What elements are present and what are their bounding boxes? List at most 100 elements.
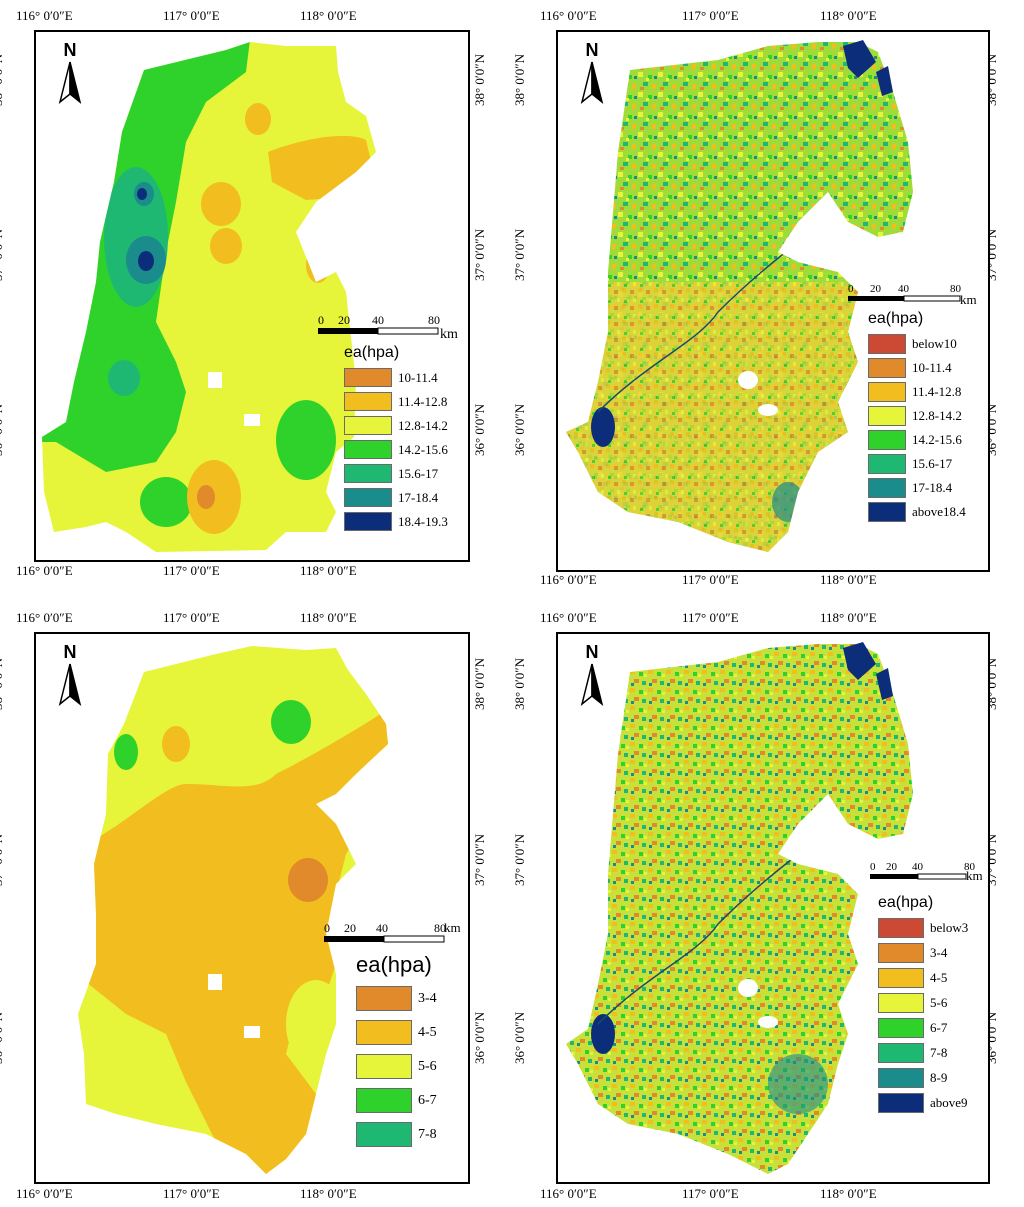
legend-item: below3 (878, 918, 968, 938)
north-arrow-icon: N (58, 642, 82, 706)
legend-item: 10-11.4 (344, 368, 448, 387)
y-tick-label: 37° 0′0″N (472, 228, 488, 282)
legend-label: 10-11.4 (398, 369, 438, 385)
scale-label: 0 (870, 861, 876, 873)
legend-swatch (868, 334, 906, 354)
legend-title: ea(hpa) (868, 310, 924, 327)
legend-item: 18.4-19.3 (344, 512, 448, 531)
y-tick-label: 36° 0′0″N (472, 1011, 488, 1065)
legend-items: 10-11.4 11.4-12.8 12.8-14.2 14.2-15.6 15.6-1… (344, 368, 448, 531)
scale-label: 80 (950, 283, 962, 295)
legend-label: 8-9 (930, 1070, 948, 1085)
legend: ea(hpa) below3 3-4 4-5 5-6 6-7 7-8 8-9 above9 (878, 894, 968, 1118)
legend-swatch (356, 1122, 412, 1147)
legend-item: 3-4 (878, 943, 968, 963)
scale-label: 20 (338, 313, 350, 327)
retrieved-vapor-pressure-map (566, 40, 913, 552)
north-label: N (586, 40, 599, 60)
y-tick-label: 37° 0′0″N (512, 833, 528, 887)
legend-swatch (868, 454, 906, 474)
legend-swatch (878, 918, 924, 938)
y-tick-label: 37° 0′0″N (0, 228, 6, 282)
x-tick-label: 118° 0′0″E (300, 610, 357, 625)
legend-swatch (878, 968, 924, 988)
legend-label: 6-7 (930, 1020, 948, 1035)
legend-item: 3-4 (356, 986, 437, 1011)
legend-label: 12.8-14.2 (912, 408, 962, 423)
y-tick-label: 37° 0′0″N (472, 833, 488, 887)
scale-label: 0 (318, 313, 324, 327)
x-tick-label: 116° 0′0″E (540, 8, 597, 23)
legend-item: 4-5 (356, 1020, 437, 1045)
x-tick-label: 117° 0′0″E (682, 572, 739, 587)
x-tick-label: 118° 0′0″E (300, 563, 357, 578)
legend-item: 5-6 (356, 1054, 437, 1079)
north-label: N (586, 642, 599, 662)
legend-label: 7-8 (418, 1126, 437, 1142)
legend-swatch (868, 430, 906, 450)
legend-item: 14.2-15.6 (868, 430, 966, 450)
legend-item: 7-8 (878, 1043, 968, 1063)
north-label: N (64, 642, 77, 662)
scale-label: 20 (870, 283, 882, 295)
legend-label: 11.4-12.8 (912, 384, 962, 399)
legend-swatch (344, 440, 392, 459)
scale-label: 80 (428, 313, 440, 327)
x-tick-label: 118° 0′0″E (820, 572, 877, 587)
y-tick-label: 38° 0′0″N (472, 657, 488, 711)
legend-swatch (878, 943, 924, 963)
legend-swatch (868, 382, 906, 402)
x-tick-label: 116° 0′0″E (16, 1186, 73, 1201)
legend-swatch (868, 406, 906, 426)
legend-item: above9 (878, 1093, 968, 1113)
legend-swatch (344, 464, 392, 483)
y-tick-label: 38° 0′0″N (512, 53, 528, 107)
legend-item: 12.8-14.2 (344, 416, 448, 435)
scale-unit: km (440, 327, 458, 342)
x-tick-label: 116° 0′0″E (16, 563, 73, 578)
x-tick-label: 118° 0′0″E (820, 8, 877, 23)
y-tick-label: 38° 0′0″N (0, 53, 6, 107)
legend-label: above9 (930, 1095, 968, 1110)
scale-unit: km (966, 868, 983, 883)
map-frame: N 0 20 40 80 km ea(hpa) below10 10-11.4 11… (556, 30, 990, 572)
legend-item: 10-11.4 (868, 358, 966, 378)
legend-items: below10 10-11.4 11.4-12.8 12.8-14.2 14.2-15.… (868, 334, 966, 522)
x-tick-label: 118° 0′0″E (820, 1186, 877, 1201)
x-tick-label: 117° 0′0″E (682, 8, 739, 23)
north-arrow-icon: N (580, 642, 604, 706)
legend-swatch (878, 1068, 924, 1088)
y-tick-label: 36° 0′0″N (0, 1011, 6, 1065)
legend-label: 3-4 (930, 945, 948, 960)
legend-label: 7-8 (930, 1045, 948, 1060)
x-tick-label: 117° 0′0″E (163, 563, 220, 578)
legend-label: 14.2-15.6 (398, 441, 448, 457)
y-tick-label: 38° 0′0″N (472, 53, 488, 107)
legend-swatch (868, 478, 906, 498)
legend: ea(hpa) 10-11.4 11.4-12.8 12.8-14.2 14.2-15… (344, 344, 448, 536)
legend-item: 7-8 (356, 1122, 437, 1147)
legend-label: below10 (912, 336, 957, 351)
legend-item: 12.8-14.2 (868, 406, 966, 426)
x-tick-label: 117° 0′0″E (682, 1186, 739, 1201)
legend-label: 18.4-19.3 (398, 513, 448, 529)
scale-label: 40 (898, 283, 910, 295)
y-tick-label: 36° 0′0″N (512, 403, 528, 457)
legend-items: below3 3-4 4-5 5-6 6-7 7-8 8-9 above9 (878, 918, 968, 1113)
x-tick-label: 117° 0′0″E (682, 610, 739, 625)
legend-label: 15.6-17 (912, 456, 953, 471)
legend: ea(hpa) below10 10-11.4 11.4-12.8 12.8-14.2… (868, 310, 966, 526)
x-tick-label: 116° 0′0″E (540, 610, 597, 625)
legend: ea(hpa) 3-4 4-5 5-6 6-7 7-8 (356, 952, 437, 1156)
scale-label: 40 (912, 861, 924, 873)
scale-label: 20 (886, 861, 898, 873)
y-tick-label: 38° 0′0″N (0, 657, 6, 711)
y-tick-label: 36° 0′0″N (0, 403, 6, 457)
legend-label: 12.8-14.2 (398, 417, 448, 433)
legend-title: ea(hpa) (356, 952, 432, 977)
y-tick-label: 37° 0′0″N (512, 228, 528, 282)
retrieved-vapor-pressure-map (566, 642, 913, 1174)
x-tick-label: 116° 0′0″E (16, 8, 73, 23)
scale-label: 20 (344, 921, 356, 935)
x-tick-label: 116° 0′0″E (540, 572, 597, 587)
